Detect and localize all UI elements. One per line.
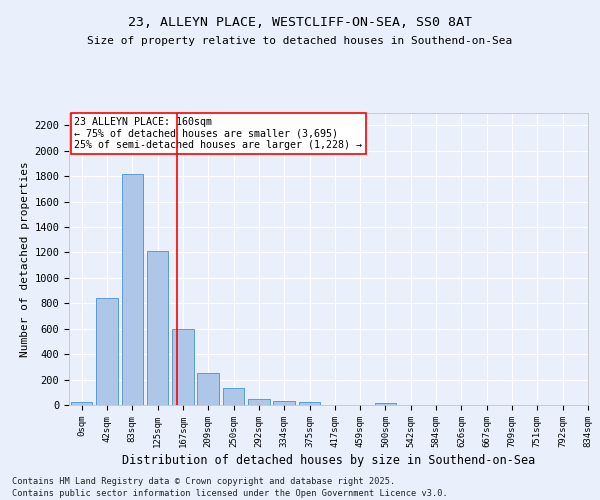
Bar — [274, 401, 295, 405]
Bar — [122, 174, 143, 405]
Text: Contains HM Land Registry data © Crown copyright and database right 2025.: Contains HM Land Registry data © Crown c… — [12, 477, 395, 486]
Y-axis label: Number of detached properties: Number of detached properties — [20, 161, 30, 356]
Text: Size of property relative to detached houses in Southend-on-Sea: Size of property relative to detached ho… — [88, 36, 512, 46]
Bar — [197, 372, 219, 405]
Text: 23 ALLEYN PLACE: 160sqm
← 75% of detached houses are smaller (3,695)
25% of semi: 23 ALLEYN PLACE: 160sqm ← 75% of detache… — [74, 117, 362, 150]
Bar — [147, 251, 169, 405]
Text: 23, ALLEYN PLACE, WESTCLIFF-ON-SEA, SS0 8AT: 23, ALLEYN PLACE, WESTCLIFF-ON-SEA, SS0 … — [128, 16, 472, 29]
Bar — [248, 400, 269, 405]
X-axis label: Distribution of detached houses by size in Southend-on-Sea: Distribution of detached houses by size … — [122, 454, 535, 467]
Bar — [223, 388, 244, 405]
Bar — [96, 298, 118, 405]
Bar — [375, 403, 396, 405]
Bar — [71, 402, 92, 405]
Bar — [299, 402, 320, 405]
Text: Contains public sector information licensed under the Open Government Licence v3: Contains public sector information licen… — [12, 488, 448, 498]
Bar — [172, 330, 194, 405]
